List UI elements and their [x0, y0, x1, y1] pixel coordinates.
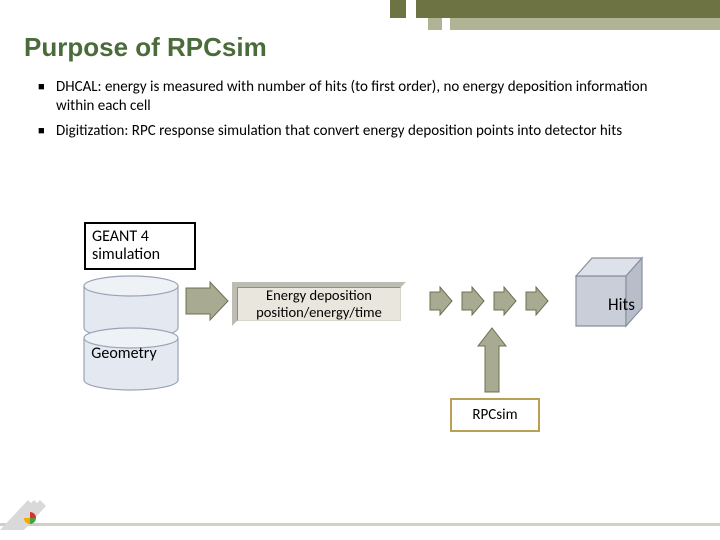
node-rpcsim: RPCsim	[450, 398, 540, 432]
node-geant4: GEANT 4 simulation	[84, 222, 196, 270]
bullet-item: ■ Digitization: RPC response simulation …	[38, 122, 678, 141]
node-energy-deposition: Energy deposition position/energy/time	[232, 282, 406, 326]
cube-icon	[576, 258, 642, 326]
footer-divider	[0, 523, 720, 526]
arrow-right-icon	[186, 282, 228, 320]
slide-title: Purpose of RPCsim	[24, 32, 267, 63]
arrow-up-icon	[478, 328, 506, 392]
header-accent-bars	[380, 0, 720, 34]
database-cylinder-icon	[84, 276, 178, 338]
node-hits-label: Hits	[608, 294, 635, 315]
bullet-item: ■ DHCAL: energy is measured with number …	[38, 78, 678, 116]
node-rpcsim-label: RPCsim	[472, 406, 517, 424]
bullet-marker-icon: ■	[38, 122, 56, 141]
bullet-text: Digitization: RPC response simulation th…	[56, 122, 678, 141]
bullet-list: ■ DHCAL: energy is measured with number …	[38, 78, 678, 146]
footer-chevrons-icon	[0, 470, 90, 540]
arrow-right-icon	[526, 287, 548, 315]
arrow-right-icon	[494, 287, 516, 315]
bullet-text: DHCAL: energy is measured with number of…	[56, 78, 678, 116]
node-energy-label: Energy deposition position/energy/time	[232, 287, 406, 320]
arrow-right-icon	[462, 287, 484, 315]
node-geometry-label: Geometry	[76, 344, 172, 363]
bullet-marker-icon: ■	[38, 78, 56, 116]
arrow-right-icon	[430, 287, 452, 315]
